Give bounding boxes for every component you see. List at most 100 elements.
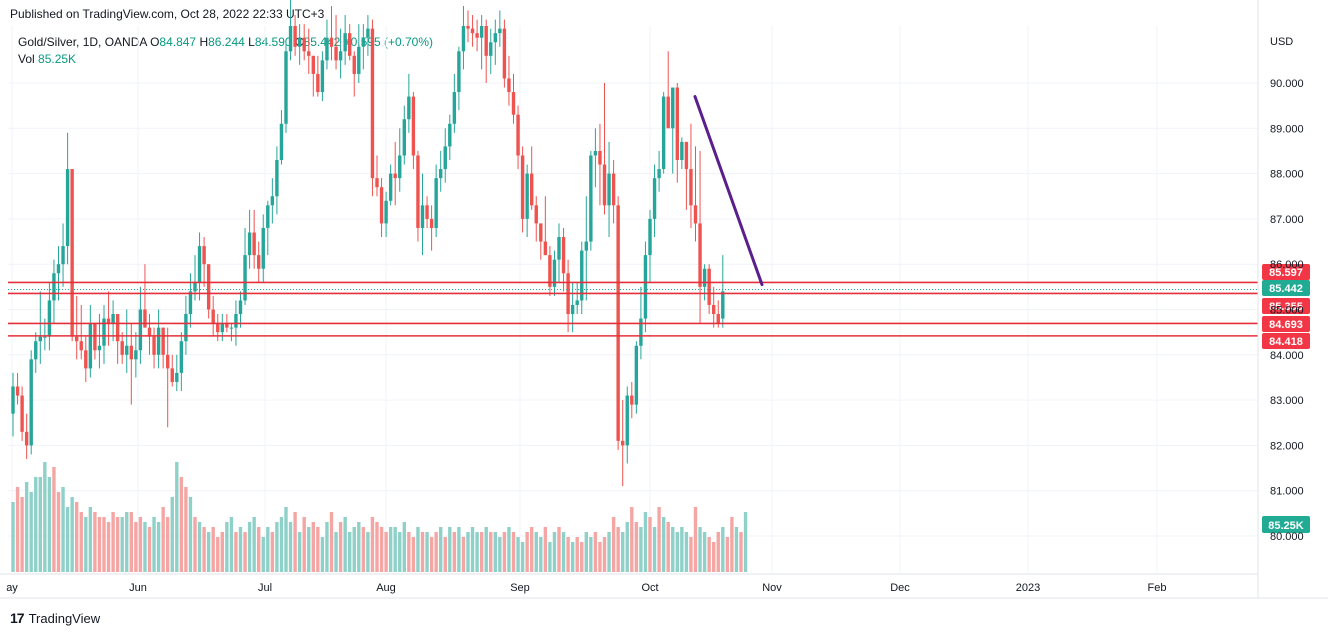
volume-bar <box>634 522 639 572</box>
candle-body <box>511 92 516 115</box>
volume-bar <box>393 527 397 572</box>
volume-bar <box>225 522 229 572</box>
candle <box>15 372 20 405</box>
candle-body <box>288 26 293 52</box>
tradingview-footer[interactable]: 17 TradingView <box>10 610 100 626</box>
volume-bar <box>197 522 202 572</box>
volume-bar <box>580 542 584 572</box>
candle <box>661 92 666 174</box>
volume-bar <box>216 537 220 572</box>
candle <box>652 164 657 238</box>
volume-bar <box>202 527 206 572</box>
candle <box>593 128 598 188</box>
candle <box>357 24 361 83</box>
candle-body <box>507 78 511 93</box>
volume-bar <box>366 532 370 572</box>
candle <box>539 223 543 260</box>
candle-body <box>156 327 161 355</box>
candle-body <box>52 273 56 301</box>
candle-body <box>420 205 425 228</box>
volume-bar <box>484 527 488 572</box>
legend-open-value: 84.847 <box>159 35 197 49</box>
candle-body <box>170 368 174 382</box>
candle-body <box>457 51 461 93</box>
volume-bar <box>730 517 734 572</box>
candle-body <box>65 169 70 247</box>
price-tick-label: 89.000 <box>1270 123 1304 135</box>
level-badge-label: 85.442 <box>1269 283 1303 295</box>
volume-bar <box>511 532 516 572</box>
volume-bar <box>220 532 224 572</box>
candle <box>348 24 352 61</box>
volume-bar <box>211 527 215 572</box>
volume-bar <box>593 532 598 572</box>
volume-bar <box>175 462 179 572</box>
volume-bar <box>261 537 265 572</box>
candle <box>29 350 33 455</box>
candle <box>334 15 338 70</box>
volume-bar <box>575 537 579 572</box>
candle-body <box>225 323 229 328</box>
trendline <box>693 95 764 287</box>
candle <box>88 304 93 378</box>
candle <box>425 196 429 228</box>
legend-symbol[interactable]: Gold/Silver, 1D, OANDA <box>18 35 147 49</box>
volume-bar <box>129 512 133 572</box>
candle-body <box>357 46 361 74</box>
candle <box>634 341 639 414</box>
volume-bar <box>284 507 288 572</box>
candle <box>493 19 497 65</box>
candle <box>434 164 438 238</box>
volume-bar <box>184 487 188 572</box>
candle-body <box>557 237 561 260</box>
candle <box>566 259 570 333</box>
candle <box>20 386 24 441</box>
candle-body <box>402 119 406 156</box>
candle-body <box>552 259 557 287</box>
candle <box>352 51 356 97</box>
candle <box>411 92 416 170</box>
volume-bar <box>607 532 611 572</box>
candle-body <box>261 227 265 269</box>
candle <box>65 132 70 265</box>
price-tick-label: 84.000 <box>1270 350 1304 362</box>
candle <box>525 164 529 238</box>
volume-bar <box>675 532 679 572</box>
volume-bar <box>193 517 197 572</box>
candle-body <box>625 395 629 446</box>
volume-bar <box>671 527 675 572</box>
candle <box>621 400 625 487</box>
candle <box>543 196 548 256</box>
volume-bar <box>234 532 238 572</box>
volume-bar <box>238 527 243 572</box>
volume-bar <box>698 527 702 572</box>
level-badge-label: 84.418 <box>1269 336 1303 348</box>
candle-body <box>220 323 224 333</box>
candle <box>261 214 265 283</box>
volume-bar <box>34 477 38 572</box>
candle <box>338 28 343 79</box>
candle-body <box>698 223 702 287</box>
candle-body <box>325 37 329 61</box>
volume-bar <box>24 482 29 572</box>
volume-bar <box>343 517 347 572</box>
level-badge-bg <box>1262 298 1310 314</box>
volume-bar <box>530 527 534 572</box>
candle-body <box>689 169 693 206</box>
volume-bar <box>93 512 97 572</box>
time-tick-label: Sep <box>510 582 530 594</box>
candle-body <box>398 155 402 179</box>
candle-body <box>179 341 184 373</box>
candles <box>11 0 725 487</box>
candle <box>643 241 648 333</box>
candle <box>466 10 470 43</box>
candle <box>75 295 79 360</box>
volume-bar <box>188 497 193 572</box>
candle-body <box>712 304 716 315</box>
volume-label[interactable]: Vol <box>18 52 35 66</box>
candle-body <box>329 37 334 47</box>
candle <box>97 314 102 369</box>
volume-bar <box>498 537 502 572</box>
candle-body <box>680 141 684 161</box>
